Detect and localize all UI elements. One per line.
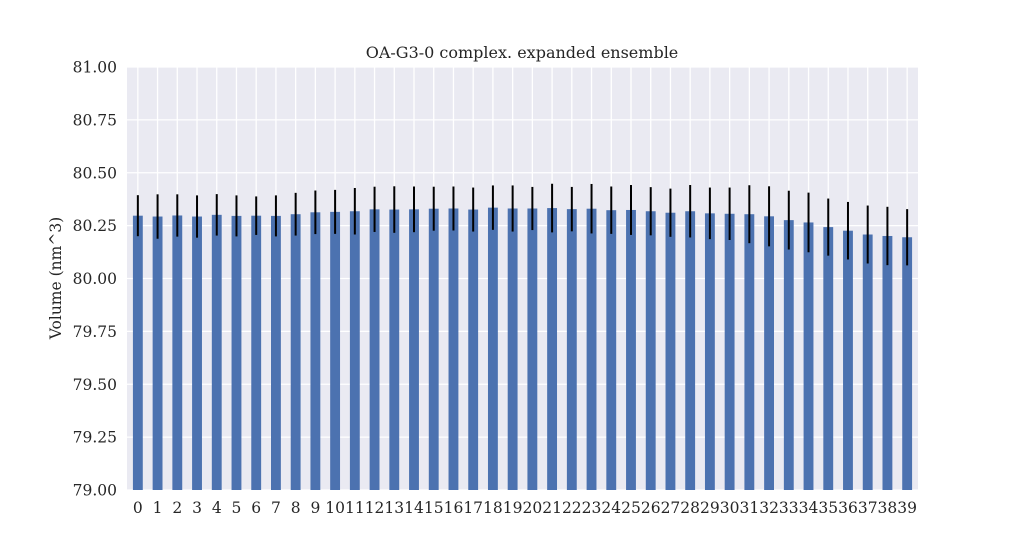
bar-25 xyxy=(626,209,636,490)
x-tick-label: 6 xyxy=(251,499,261,517)
y-tick-label: 79.00 xyxy=(73,482,117,500)
bar-5 xyxy=(231,215,242,490)
bar-22 xyxy=(566,209,577,491)
x-tick-label: 34 xyxy=(799,499,819,517)
bar-21 xyxy=(547,208,558,490)
error-bars xyxy=(136,183,909,266)
y-tick-label: 79.25 xyxy=(73,429,117,447)
x-tick-label: 17 xyxy=(463,499,483,517)
x-tick-label: 4 xyxy=(212,499,222,517)
y-tick-label: 81.00 xyxy=(73,59,117,77)
x-tick-label: 14 xyxy=(404,499,424,517)
x-tick-label: 21 xyxy=(542,499,562,517)
bars xyxy=(132,207,913,491)
x-tick-label: 26 xyxy=(641,499,661,517)
bar-35 xyxy=(823,227,834,490)
x-tick-label: 3 xyxy=(192,499,202,517)
x-tick-label: 37 xyxy=(858,499,878,517)
x-tick-label: 35 xyxy=(818,499,838,517)
x-tick-label: 22 xyxy=(562,499,582,517)
bar-27 xyxy=(665,212,676,490)
x-tick-label: 15 xyxy=(424,499,444,517)
bar-2 xyxy=(172,215,183,490)
x-tick-label: 25 xyxy=(621,499,641,517)
x-tick-label: 13 xyxy=(384,499,404,517)
x-tick-label: 20 xyxy=(522,499,542,517)
bar-12 xyxy=(369,209,380,491)
bar-13 xyxy=(389,209,400,490)
bar-6 xyxy=(251,215,262,490)
bar-16 xyxy=(448,208,459,490)
x-tick-label: 30 xyxy=(720,499,740,517)
y-tick-label: 80.25 xyxy=(73,217,117,235)
y-axis-ticks: 79.00 79.25 79.50 79.75 80.00 80.25 80.50 80.75… xyxy=(73,59,117,500)
x-tick-label: 28 xyxy=(680,499,700,517)
x-tick-label: 18 xyxy=(483,499,503,517)
bar-8 xyxy=(290,214,301,491)
bar-10 xyxy=(330,211,341,490)
x-tick-label: 33 xyxy=(779,499,799,517)
bar-17 xyxy=(468,209,479,490)
bar-34 xyxy=(803,222,814,490)
x-tick-label: 2 xyxy=(172,499,182,517)
bar-28 xyxy=(685,211,696,491)
y-tick-label: 79.50 xyxy=(73,376,117,394)
x-tick-label: 9 xyxy=(310,499,320,517)
bar-1 xyxy=(152,216,163,490)
y-tick-label: 79.75 xyxy=(73,323,117,341)
x-tick-label: 19 xyxy=(503,499,523,517)
bar-20 xyxy=(527,208,538,490)
x-tick-label: 29 xyxy=(700,499,720,517)
x-tick-label: 0 xyxy=(133,499,143,517)
x-tick-label: 39 xyxy=(897,499,917,517)
bar-29 xyxy=(704,213,715,490)
bar-31 xyxy=(744,214,755,491)
bar-7 xyxy=(270,215,281,490)
x-tick-label: 24 xyxy=(601,499,621,517)
bar-37 xyxy=(862,234,873,490)
bar-19 xyxy=(507,208,518,490)
x-tick-label: 11 xyxy=(345,499,365,517)
y-tick-label: 80.50 xyxy=(73,164,117,182)
x-tick-label: 32 xyxy=(759,499,779,517)
x-tick-label: 8 xyxy=(291,499,301,517)
bar-32 xyxy=(764,216,775,490)
bar-4 xyxy=(211,214,222,490)
x-tick-label: 7 xyxy=(271,499,281,517)
bar-14 xyxy=(409,209,419,491)
x-tick-label: 23 xyxy=(582,499,602,517)
bar-30 xyxy=(724,213,735,490)
bar-24 xyxy=(606,210,617,491)
bar-9 xyxy=(310,212,321,490)
x-tick-label: 16 xyxy=(444,499,464,517)
bar-33 xyxy=(783,220,794,490)
y-tick-label: 80.75 xyxy=(73,111,117,129)
x-tick-label: 1 xyxy=(153,499,163,517)
x-tick-label: 5 xyxy=(232,499,242,517)
x-tick-label: 27 xyxy=(661,499,681,517)
x-tick-label: 31 xyxy=(739,499,759,517)
x-tick-label: 10 xyxy=(325,499,345,517)
y-axis-label: Volume (nm^3) xyxy=(47,217,65,340)
y-tick-label: 80.00 xyxy=(73,270,117,288)
bar-39 xyxy=(902,237,913,490)
bar-18 xyxy=(487,207,498,490)
x-tick-label: 38 xyxy=(878,499,898,517)
bar-36 xyxy=(843,230,853,491)
bar-26 xyxy=(645,211,656,491)
bar-11 xyxy=(349,211,360,491)
bar-23 xyxy=(586,208,597,490)
x-axis-ticks: 0 1 2 3 4 5 6 7 8 9 10 11 12 13 14 15 16 17 18 19 20 21 22 23 24… xyxy=(133,499,917,517)
bar-38 xyxy=(882,235,893,490)
x-tick-label: 12 xyxy=(365,499,385,517)
x-tick-label: 36 xyxy=(838,499,858,517)
bar-0 xyxy=(132,215,143,490)
bar-3 xyxy=(192,216,202,490)
bar-15 xyxy=(428,208,439,490)
chart-title: OA-G3-0 complex. expanded ensemble xyxy=(366,43,679,62)
